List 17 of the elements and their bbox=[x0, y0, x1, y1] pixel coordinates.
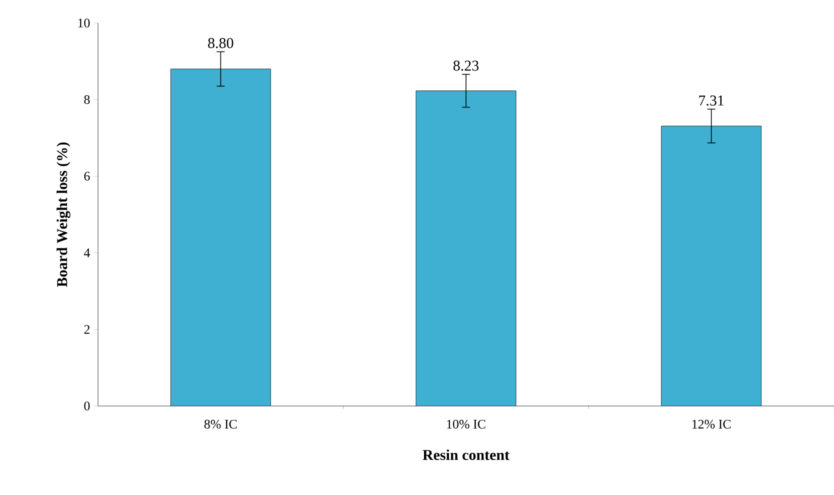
y-tick-label: 8 bbox=[84, 95, 90, 104]
x-tick-label: 10% IC bbox=[447, 420, 486, 429]
bar bbox=[416, 90, 516, 406]
data-label: 8.80 bbox=[208, 38, 234, 48]
data-label: 7.31 bbox=[699, 95, 724, 106]
y-tick-label: 6 bbox=[84, 172, 90, 181]
y-tick-label: 0 bbox=[84, 402, 90, 410]
y-axis-title: Board Weight loss (%) bbox=[56, 142, 70, 287]
x-axis-title: Resin content bbox=[422, 449, 510, 460]
bar bbox=[170, 68, 271, 406]
y-tick-label: 4 bbox=[84, 248, 90, 258]
data-label: 8.23 bbox=[453, 60, 479, 71]
y-tick-label: 2 bbox=[84, 325, 90, 334]
y-tick-label: 10 bbox=[78, 18, 90, 28]
x-tick-label: 12% IC bbox=[692, 420, 731, 429]
x-tick-label: 8% IC bbox=[204, 420, 237, 429]
bar bbox=[661, 126, 762, 406]
